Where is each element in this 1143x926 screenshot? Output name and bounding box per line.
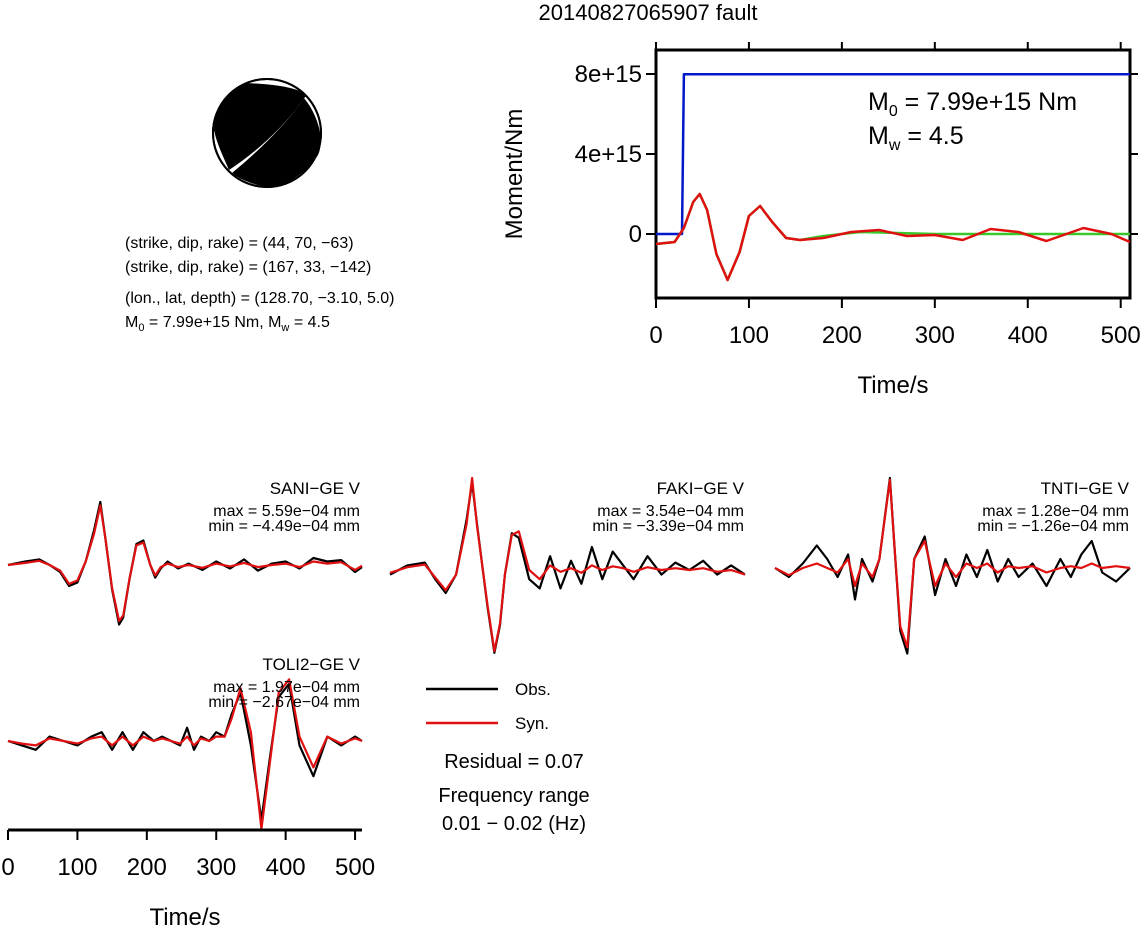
x-axis-label: Time/s — [149, 904, 220, 926]
beachball-icon — [212, 78, 322, 188]
min-amplitude: min = −3.39e−04 mm — [592, 518, 744, 535]
cumulative-moment-line — [656, 72, 1130, 236]
frequency-range-value: 0.01 − 0.02 (Hz) — [442, 813, 586, 835]
station-label: TOLI2−GE V — [263, 655, 361, 674]
max-amplitude: max = 5.59e−04 mm — [213, 503, 360, 520]
max-amplitude: max = 1.28e−04 mm — [982, 503, 1129, 520]
figure-title: 20140827065907 fault — [539, 0, 758, 25]
station-label: SANI−GE V — [270, 479, 361, 498]
x-tick-label: 200 — [127, 854, 167, 881]
x-tick-label: 400 — [1008, 322, 1048, 349]
max-amplitude: max = 3.54e−04 mm — [597, 503, 744, 520]
residual-text: Residual = 0.07 — [444, 751, 584, 773]
source-params: (strike, dip, rake) = (44, 70, −63) (str… — [125, 235, 395, 334]
y-tick-label: 4e+15 — [575, 141, 642, 168]
legend-obs-label: Obs. — [515, 680, 551, 699]
station-label: FAKI−GE V — [657, 479, 745, 498]
x-tick-label: 500 — [335, 854, 375, 881]
synthetic-waveform — [389, 476, 746, 653]
moment-magnitude-line: M0 = 7.99e+15 Nm, Mw = 4.5 — [125, 314, 330, 334]
min-amplitude: min = −2.67e−04 mm — [208, 694, 360, 711]
x-tick-label: 200 — [822, 322, 862, 349]
moment-chart: 0 100 200 300 400 500 0 4e+15 8e+15 Time/s Moment/… — [501, 42, 1141, 399]
x-tick-label: 100 — [57, 854, 97, 881]
x-tick-label: 300 — [196, 854, 236, 881]
nodal-plane-1: (strike, dip, rake) = (44, 70, −63) — [125, 235, 354, 252]
x-tick-label: 400 — [266, 854, 306, 881]
nodal-plane-2: (strike, dip, rake) = (167, 33, −142) — [125, 259, 371, 276]
x-tick-label: 300 — [915, 322, 955, 349]
moment-annotation: M0 = 7.99e+15 Nm — [868, 88, 1077, 120]
y-tick-label: 0 — [629, 221, 642, 248]
legend: Obs. Syn. Residual = 0.07 Frequency rang… — [426, 680, 590, 835]
synthetic-waveform — [774, 478, 1131, 649]
synthetic-waveform — [7, 504, 363, 623]
station-label: TNTI−GE V — [1041, 479, 1130, 498]
synthetic-waveform — [7, 678, 363, 831]
x-tick-label: 100 — [729, 322, 769, 349]
moment-rate-red-line — [655, 192, 1131, 282]
magnitude-annotation: Mw = 4.5 — [868, 122, 964, 154]
x-tick-label: 0 — [649, 322, 662, 349]
y-tick-label: 8e+15 — [575, 61, 642, 88]
moment-plot-frame — [654, 48, 1132, 300]
legend-syn-label: Syn. — [515, 714, 549, 733]
hypocenter-params: (lon., lat, depth) = (128.70, −3.10, 5.0… — [125, 290, 395, 307]
min-amplitude: min = −4.49e−04 mm — [208, 518, 360, 535]
max-amplitude: max = 1.97e−04 mm — [213, 679, 360, 696]
x-tick-label: 500 — [1101, 322, 1141, 349]
x-axis-label: Time/s — [857, 372, 928, 399]
y-axis-label: Moment/Nm — [501, 109, 528, 240]
min-amplitude: min = −1.26e−04 mm — [977, 518, 1129, 535]
x-tick-label: 0 — [1, 854, 14, 881]
frequency-range-label: Frequency range — [438, 785, 589, 807]
